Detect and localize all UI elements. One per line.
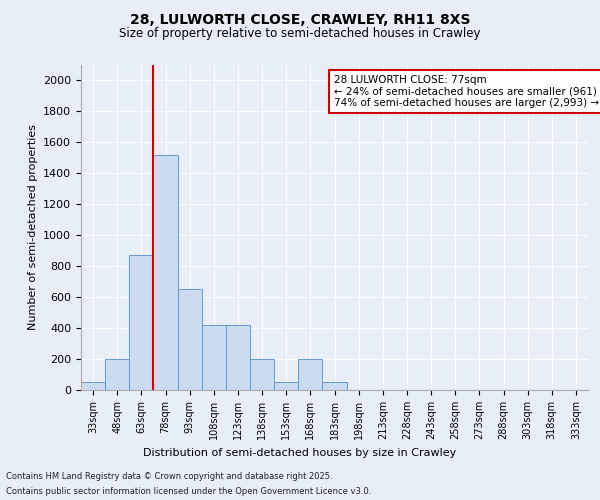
Bar	[81, 382, 105, 390]
Text: Contains public sector information licensed under the Open Government Licence v3: Contains public sector information licen…	[6, 487, 371, 496]
Bar	[298, 359, 322, 390]
Bar	[129, 256, 154, 390]
Bar	[202, 325, 226, 390]
Text: 28, LULWORTH CLOSE, CRAWLEY, RH11 8XS: 28, LULWORTH CLOSE, CRAWLEY, RH11 8XS	[130, 12, 470, 26]
Bar	[105, 359, 129, 390]
Text: Size of property relative to semi-detached houses in Crawley: Size of property relative to semi-detach…	[119, 28, 481, 40]
Bar	[226, 325, 250, 390]
Text: Distribution of semi-detached houses by size in Crawley: Distribution of semi-detached houses by …	[143, 448, 457, 458]
Y-axis label: Number of semi-detached properties: Number of semi-detached properties	[28, 124, 38, 330]
Bar	[250, 359, 274, 390]
Bar	[154, 155, 178, 390]
Text: Contains HM Land Registry data © Crown copyright and database right 2025.: Contains HM Land Registry data © Crown c…	[6, 472, 332, 481]
Bar	[178, 290, 202, 390]
Bar	[322, 382, 347, 390]
Text: 28 LULWORTH CLOSE: 77sqm
← 24% of semi-detached houses are smaller (961)
74% of : 28 LULWORTH CLOSE: 77sqm ← 24% of semi-d…	[335, 74, 599, 108]
Bar	[274, 382, 298, 390]
